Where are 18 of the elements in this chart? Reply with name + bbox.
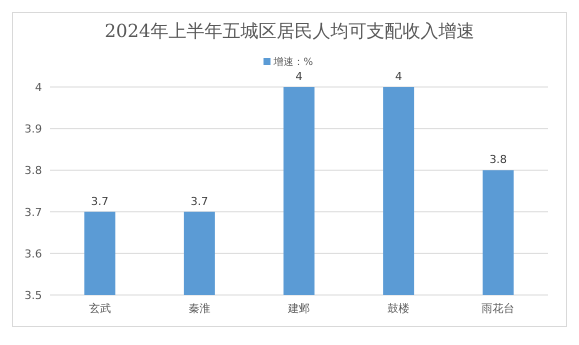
x-tick-label: 玄武 [88, 302, 111, 315]
x-tick-label: 雨花台 [482, 302, 515, 315]
y-tick-label: 3.8 [24, 164, 42, 178]
y-tick-label: 3.7 [24, 206, 42, 219]
data-label: 3.8 [489, 153, 507, 166]
data-label: 4 [296, 70, 302, 83]
y-tick-label: 3.6 [24, 247, 42, 260]
x-tick-label: 建邺 [287, 302, 310, 315]
data-label: 3.7 [190, 194, 208, 208]
y-tick-label: 3.9 [24, 122, 42, 136]
legend-label: 增速：% [272, 56, 314, 68]
data-label: 4 [395, 70, 402, 83]
chart-title: 2024年上半年五城区居民人均可支配收入增速 [104, 21, 474, 42]
data-label: 3.7 [91, 194, 109, 208]
x-tick-label: 鼓楼 [388, 302, 410, 315]
y-tick-label: 3.5 [24, 289, 42, 302]
x-tick-label: 秦淮 [188, 302, 210, 315]
y-tick-label: 4 [35, 81, 42, 94]
